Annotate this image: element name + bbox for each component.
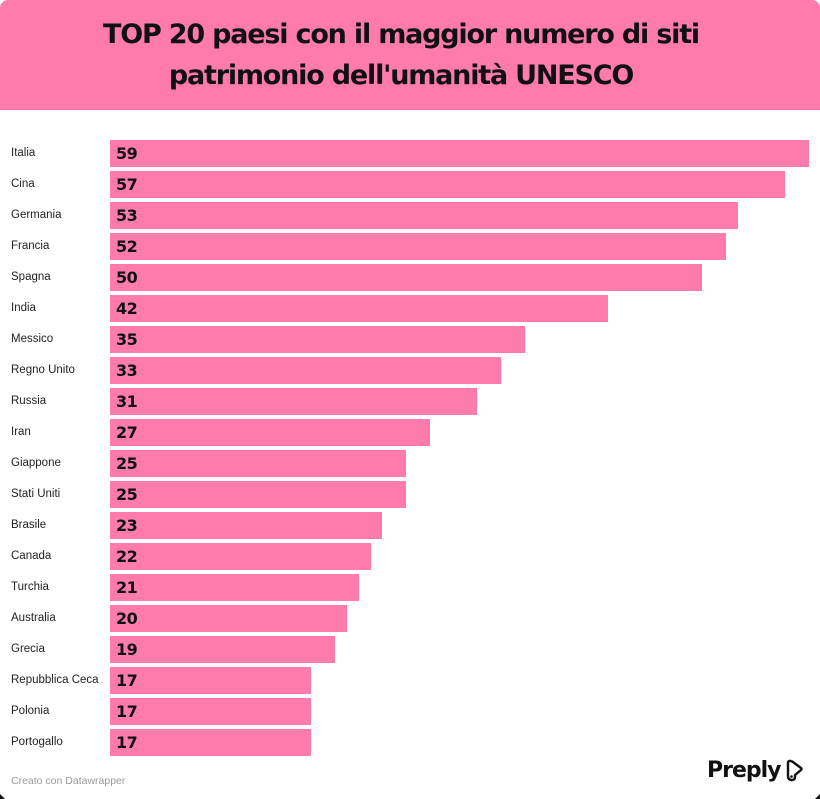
preply-logo: Preply [707,758,804,783]
bar-row: Turchia 21 [0,574,820,601]
bar-row: Messico 35 [0,326,820,353]
chart-title: TOP 20 paesi con il maggior numero di si… [0,14,802,96]
value-label: 35 [116,330,138,349]
bar-row: India 42 [0,295,820,322]
bar: 57 [110,171,785,198]
value-label: 23 [116,516,138,535]
bar-row: Portogallo 17 [0,729,820,756]
category-label: Turchia [11,581,49,593]
bar: 22 [110,543,371,570]
bar: 52 [110,233,726,260]
value-label: 17 [116,733,138,752]
bar-row: Australia 20 [0,605,820,632]
value-label: 25 [116,454,138,473]
corner-mark [815,794,820,799]
bar: 17 [110,698,311,725]
bar: 59 [110,140,809,167]
bar-row: Stati Uniti 25 [0,481,820,508]
bar: 27 [110,419,430,446]
category-label: Italia [11,147,36,159]
value-label: 53 [116,206,138,225]
category-label: Repubblica Ceca [11,674,99,686]
bar-row: Giappone 25 [0,450,820,477]
bar: 25 [110,450,406,477]
category-label: Grecia [11,643,45,655]
bar: 33 [110,357,501,384]
bar-row: Cina 57 [0,171,820,198]
title-line-1: TOP 20 paesi con il maggior numero di si… [103,19,700,50]
bar: 25 [110,481,406,508]
category-label: Giappone [11,457,61,469]
bar: 50 [110,264,702,291]
value-label: 20 [116,609,138,628]
bar-row: Iran 27 [0,419,820,446]
bar-row: Germania 53 [0,202,820,229]
bar-row: Russia 31 [0,388,820,415]
datawrapper-credit: Creato con Datawrapper [11,775,126,787]
category-label: Russia [11,395,47,407]
category-label: Cina [11,178,35,190]
category-label: Francia [11,240,50,252]
value-label: 50 [116,268,138,287]
bar-row: Grecia 19 [0,636,820,663]
bar: 20 [110,605,347,632]
category-label: Regno Unito [11,364,75,376]
category-label: India [11,302,36,314]
category-label: Stati Uniti [11,488,61,500]
category-label: Spagna [11,271,51,283]
bar: 19 [110,636,335,663]
title-line-2: patrimonio dell'umanità UNESCO [168,60,635,91]
value-label: 19 [116,640,138,659]
category-label: Iran [11,426,31,438]
category-label: Messico [11,333,54,345]
bar-row: Repubblica Ceca 17 [0,667,820,694]
preply-wordmark: Preply [707,758,782,783]
preply-logo-icon [786,759,803,781]
value-label: 27 [116,423,138,442]
bar: 23 [110,512,382,539]
bar: 53 [110,202,738,229]
bar-row: Brasile 23 [0,512,820,539]
category-label: Germania [11,209,62,221]
value-label: 21 [116,578,138,597]
bar-row: Francia 52 [0,233,820,260]
bar-row: Canada 22 [0,543,820,570]
bar: 42 [110,295,608,322]
value-label: 57 [116,175,138,194]
value-label: 17 [116,702,138,721]
value-label: 17 [116,671,138,690]
corner-mark-left [0,794,5,799]
bar: 21 [110,574,359,601]
chart-header: TOP 20 paesi con il maggior numero di si… [0,0,820,110]
value-label: 31 [116,392,138,411]
value-label: 33 [116,361,138,380]
bar-row: Polonia 17 [0,698,820,725]
value-label: 42 [116,299,138,318]
value-label: 59 [116,144,138,163]
bar: 31 [110,388,477,415]
value-label: 22 [116,547,138,566]
category-label: Canada [11,550,52,562]
category-label: Australia [11,612,56,624]
value-label: 52 [116,237,138,256]
bar-row: Italia 59 [0,140,820,167]
category-label: Portogallo [11,736,63,748]
category-label: Brasile [11,519,47,531]
category-label: Polonia [11,705,50,717]
bar: 35 [110,326,525,353]
bar-row: Regno Unito 33 [0,357,820,384]
value-label: 25 [116,485,138,504]
bar-row: Spagna 50 [0,264,820,291]
bar: 17 [110,729,311,756]
bar: 17 [110,667,311,694]
